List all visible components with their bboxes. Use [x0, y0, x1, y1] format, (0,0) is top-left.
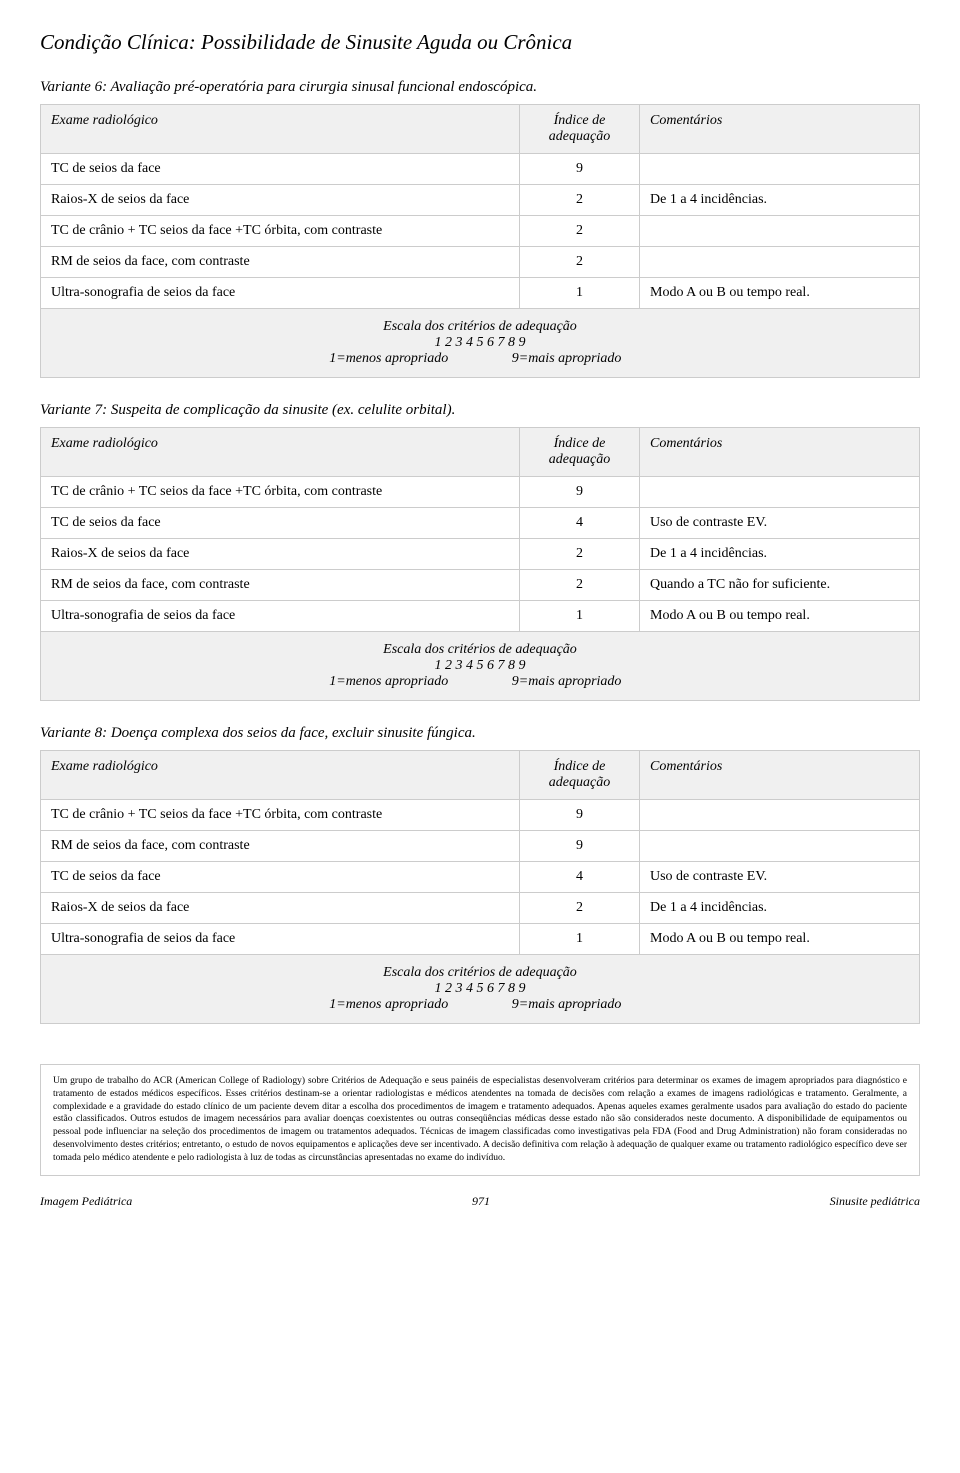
- cell-exam: TC de crânio + TC seios da face +TC órbi…: [41, 216, 520, 247]
- cell-comment: Modo A ou B ou tempo real.: [640, 278, 920, 309]
- cell-comment: [640, 154, 920, 185]
- page-footer: Imagem Pediátrica 971 Sinusite pediátric…: [40, 1194, 920, 1209]
- footnote: Um grupo de trabalho do ACR (American Co…: [40, 1064, 920, 1176]
- scale-label: Escala dos critérios de adequação: [51, 319, 909, 335]
- cell-index: 2: [520, 570, 640, 601]
- cell-comment: De 1 a 4 incidências.: [640, 185, 920, 216]
- variant7-table: Exame radiológico Índice de adequação Co…: [40, 427, 920, 701]
- cell-index: 9: [520, 154, 640, 185]
- scale-numbers: 1 2 3 4 5 6 7 8 9: [51, 658, 909, 674]
- variant7-title: Variante 7: Suspeita de complicação da s…: [40, 402, 920, 419]
- footer-left: Imagem Pediátrica: [40, 1194, 132, 1209]
- cell-comment: [640, 247, 920, 278]
- col-comments-header: Comentários: [640, 751, 920, 800]
- col-comments-header: Comentários: [640, 428, 920, 477]
- table-row: RM de seios da face, com contraste 9: [41, 831, 920, 862]
- col-exam-header: Exame radiológico: [41, 105, 520, 154]
- scale-left: 1=menos apropriado: [66, 351, 478, 367]
- cell-exam: Ultra-sonografia de seios da face: [41, 924, 520, 955]
- cell-exam: TC de seios da face: [41, 862, 520, 893]
- scale-numbers: 1 2 3 4 5 6 7 8 9: [51, 335, 909, 351]
- cell-index: 4: [520, 862, 640, 893]
- table-row: Raios-X de seios da face 2 De 1 a 4 inci…: [41, 893, 920, 924]
- scale-label: Escala dos critérios de adequação: [51, 642, 909, 658]
- col-index-header: Índice de adequação: [520, 751, 640, 800]
- scale-cell: Escala dos critérios de adequação 1 2 3 …: [41, 955, 920, 1024]
- cell-comment: [640, 216, 920, 247]
- variant8-title: Variante 8: Doença complexa dos seios da…: [40, 725, 920, 742]
- cell-index: 1: [520, 278, 640, 309]
- cell-comment: De 1 a 4 incidências.: [640, 893, 920, 924]
- cell-index: 1: [520, 601, 640, 632]
- scale-row: Escala dos critérios de adequação 1 2 3 …: [41, 955, 920, 1024]
- footer-center: 971: [472, 1194, 490, 1209]
- col-exam-header: Exame radiológico: [41, 428, 520, 477]
- cell-exam: RM de seios da face, com contraste: [41, 570, 520, 601]
- cell-index: 9: [520, 831, 640, 862]
- table-row: RM de seios da face, com contraste 2 Qua…: [41, 570, 920, 601]
- col-exam-header: Exame radiológico: [41, 751, 520, 800]
- scale-label: Escala dos critérios de adequação: [51, 965, 909, 981]
- scale-cell: Escala dos critérios de adequação 1 2 3 …: [41, 632, 920, 701]
- table-row: TC de seios da face 4 Uso de contraste E…: [41, 508, 920, 539]
- cell-index: 9: [520, 800, 640, 831]
- scale-left: 1=menos apropriado: [66, 674, 478, 690]
- scale-right: 9=mais apropriado: [482, 997, 894, 1013]
- table-row: Ultra-sonografia de seios da face 1 Modo…: [41, 924, 920, 955]
- cell-comment: Modo A ou B ou tempo real.: [640, 924, 920, 955]
- variant8-table: Exame radiológico Índice de adequação Co…: [40, 750, 920, 1024]
- cell-exam: Ultra-sonografia de seios da face: [41, 601, 520, 632]
- cell-index: 2: [520, 893, 640, 924]
- cell-index: 2: [520, 185, 640, 216]
- scale-row: Escala dos critérios de adequação 1 2 3 …: [41, 309, 920, 378]
- cell-exam: Ultra-sonografia de seios da face: [41, 278, 520, 309]
- scale-row: Escala dos critérios de adequação 1 2 3 …: [41, 632, 920, 701]
- col-index-header: Índice de adequação: [520, 428, 640, 477]
- cell-comment: Quando a TC não for suficiente.: [640, 570, 920, 601]
- cell-index: 4: [520, 508, 640, 539]
- table-row: TC de seios da face 9: [41, 154, 920, 185]
- cell-index: 9: [520, 477, 640, 508]
- cell-comment: Uso de contraste EV.: [640, 508, 920, 539]
- cell-comment: [640, 477, 920, 508]
- cell-exam: TC de crânio + TC seios da face +TC órbi…: [41, 800, 520, 831]
- cell-exam: TC de crânio + TC seios da face +TC órbi…: [41, 477, 520, 508]
- cell-exam: TC de seios da face: [41, 508, 520, 539]
- cell-comment: Uso de contraste EV.: [640, 862, 920, 893]
- table-row: Raios-X de seios da face 2 De 1 a 4 inci…: [41, 185, 920, 216]
- table-row: RM de seios da face, com contraste 2: [41, 247, 920, 278]
- cell-index: 2: [520, 539, 640, 570]
- cell-exam: TC de seios da face: [41, 154, 520, 185]
- cell-exam: Raios-X de seios da face: [41, 893, 520, 924]
- table-row: TC de crânio + TC seios da face +TC órbi…: [41, 800, 920, 831]
- col-comments-header: Comentários: [640, 105, 920, 154]
- col-index-header: Índice de adequação: [520, 105, 640, 154]
- table-row: TC de crânio + TC seios da face +TC órbi…: [41, 216, 920, 247]
- cell-index: 2: [520, 216, 640, 247]
- footer-right: Sinusite pediátrica: [830, 1194, 920, 1209]
- table-row: Raios-X de seios da face 2 De 1 a 4 inci…: [41, 539, 920, 570]
- table-row: Ultra-sonografia de seios da face 1 Modo…: [41, 601, 920, 632]
- table-row: Ultra-sonografia de seios da face 1 Modo…: [41, 278, 920, 309]
- cell-index: 1: [520, 924, 640, 955]
- cell-index: 2: [520, 247, 640, 278]
- table-row: TC de seios da face 4 Uso de contraste E…: [41, 862, 920, 893]
- scale-numbers: 1 2 3 4 5 6 7 8 9: [51, 981, 909, 997]
- cell-comment: [640, 800, 920, 831]
- cell-exam: RM de seios da face, com contraste: [41, 247, 520, 278]
- table-row: TC de crânio + TC seios da face +TC órbi…: [41, 477, 920, 508]
- scale-right: 9=mais apropriado: [482, 674, 894, 690]
- cell-exam: RM de seios da face, com contraste: [41, 831, 520, 862]
- scale-cell: Escala dos critérios de adequação 1 2 3 …: [41, 309, 920, 378]
- scale-left: 1=menos apropriado: [66, 997, 478, 1013]
- cell-exam: Raios-X de seios da face: [41, 539, 520, 570]
- variant6-table: Exame radiológico Índice de adequação Co…: [40, 104, 920, 378]
- cell-exam: Raios-X de seios da face: [41, 185, 520, 216]
- scale-right: 9=mais apropriado: [482, 351, 894, 367]
- condition-title: Condição Clínica: Possibilidade de Sinus…: [40, 30, 920, 55]
- cell-comment: Modo A ou B ou tempo real.: [640, 601, 920, 632]
- variant6-title: Variante 6: Avaliação pré-operatória par…: [40, 79, 920, 96]
- cell-comment: De 1 a 4 incidências.: [640, 539, 920, 570]
- cell-comment: [640, 831, 920, 862]
